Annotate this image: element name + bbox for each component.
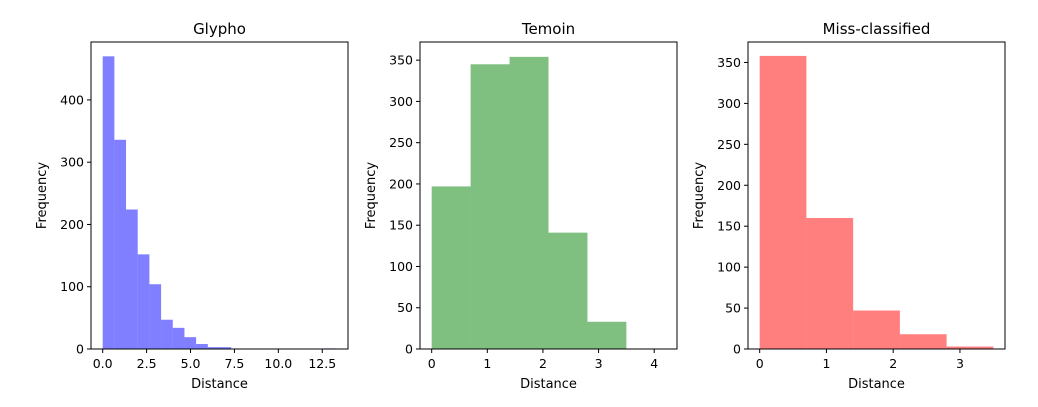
temoin-bars	[431, 56, 627, 349]
glypho-x-axis-label: Distance	[191, 377, 248, 392]
glypho-x-tick-label: 12.5	[308, 356, 336, 371]
glypho-bar	[137, 254, 150, 349]
subplot-glypho: 0.0 2.5 5.0 7.5 10.0 12.5 0 100 200 300 400 Glyph…	[35, 20, 349, 392]
glypho-y-tick-label: 200	[60, 217, 84, 232]
temoin-x-tick-label: 4	[650, 356, 658, 371]
temoin-x-tick-label: 3	[595, 356, 603, 371]
temoin-y-tick-label: 350	[389, 53, 413, 68]
temoin-y-tick-label: 0	[405, 342, 413, 357]
glypho-y-tick-label: 0	[76, 342, 84, 357]
glypho-bar	[161, 319, 173, 349]
temoin-y-tick-label: 300	[389, 94, 413, 109]
temoin-y-tick-label: 200	[389, 176, 413, 191]
glypho-y-axis-label: Frequency	[35, 162, 50, 229]
temoin-x-tick-label: 0	[428, 356, 436, 371]
glypho-bars	[102, 56, 337, 349]
miss-classified-x-axis-label: Distance	[848, 377, 905, 392]
glypho-bar	[196, 344, 208, 349]
miss-classified-x-tick-label: 1	[822, 356, 830, 371]
glypho-y-ticks: 0 100 200 300 400	[60, 92, 91, 357]
glypho-x-tick-label: 0.0	[93, 356, 113, 371]
miss-classified-y-tick-label: 350	[717, 55, 741, 70]
glypho-bar	[207, 347, 220, 349]
glypho-bar	[172, 327, 185, 349]
miss-classified-bars	[759, 55, 994, 350]
glypho-y-tick-label: 400	[60, 92, 84, 107]
temoin-axes-frame	[419, 41, 678, 350]
temoin-bar	[470, 64, 510, 349]
miss-classified-x-tick-label: 0	[756, 356, 764, 371]
glypho-x-tick-label: 5.0	[181, 356, 201, 371]
miss-classified-bar	[899, 334, 947, 349]
glypho-bar	[149, 284, 162, 349]
subplot-miss-classified: 0 1 2 3 0 50 100 150 200 250 300 350 Miss-classifi…	[692, 20, 1006, 392]
miss-classified-x-tick-label: 2	[889, 356, 897, 371]
glypho-bar	[184, 337, 197, 349]
miss-classified-axes-frame	[747, 41, 1006, 350]
miss-classified-y-tick-label: 250	[717, 137, 741, 152]
temoin-x-tick-label: 1	[483, 356, 491, 371]
temoin-y-tick-label: 150	[389, 218, 413, 233]
temoin-bar	[587, 321, 627, 349]
miss-classified-title: Miss-classified	[823, 20, 931, 38]
miss-classified-bar	[806, 218, 854, 349]
miss-classified-bar	[853, 310, 900, 349]
miss-classified-x-ticks: 0 1 2 3	[756, 349, 964, 371]
miss-classified-y-tick-label: 0	[733, 342, 741, 357]
glypho-x-tick-label: 7.5	[224, 356, 244, 371]
miss-classified-y-tick-label: 100	[717, 260, 741, 275]
glypho-axes-frame	[90, 41, 349, 350]
temoin-y-tick-label: 250	[389, 135, 413, 150]
glypho-title: Glypho	[193, 20, 246, 38]
temoin-x-axis-label: Distance	[520, 377, 577, 392]
temoin-x-tick-label: 2	[539, 356, 547, 371]
miss-classified-y-tick-label: 150	[717, 219, 741, 234]
miss-classified-y-tick-label: 300	[717, 96, 741, 111]
temoin-y-ticks: 0 50 100 150 200 250 300 350	[389, 53, 420, 357]
temoin-bar	[431, 186, 471, 349]
temoin-bar	[509, 56, 549, 349]
glypho-y-tick-label: 300	[60, 155, 84, 170]
miss-classified-y-tick-label: 200	[717, 178, 741, 193]
miss-classified-x-tick-label: 3	[956, 356, 964, 371]
glypho-bar	[114, 139, 127, 349]
miss-classified-bar	[946, 346, 994, 349]
temoin-title: Temoin	[521, 20, 575, 38]
glypho-bar	[219, 347, 232, 349]
miss-classified-y-axis-label: Frequency	[692, 162, 707, 229]
glypho-bar	[102, 56, 115, 349]
glypho-bar	[126, 209, 138, 349]
miss-classified-y-tick-label: 50	[725, 301, 741, 316]
glypho-x-tick-label: 2.5	[137, 356, 157, 371]
temoin-y-axis-label: Frequency	[364, 162, 379, 229]
glypho-x-ticks: 0.0 2.5 5.0 7.5 10.0 12.5	[93, 349, 336, 371]
temoin-bar	[548, 232, 588, 349]
miss-classified-bar	[759, 55, 807, 350]
temoin-x-ticks: 0 1 2 3 4	[428, 349, 658, 371]
temoin-y-tick-label: 100	[389, 259, 413, 274]
miss-classified-y-ticks: 0 50 100 150 200 250 300 350	[717, 55, 748, 357]
subplot-temoin: 0 1 2 3 4 0 50 100 150 200 250 300 350 Temoin Dista…	[364, 20, 678, 392]
glypho-x-tick-label: 10.0	[264, 356, 292, 371]
temoin-y-tick-label: 50	[397, 300, 413, 315]
glypho-y-tick-label: 100	[60, 279, 84, 294]
